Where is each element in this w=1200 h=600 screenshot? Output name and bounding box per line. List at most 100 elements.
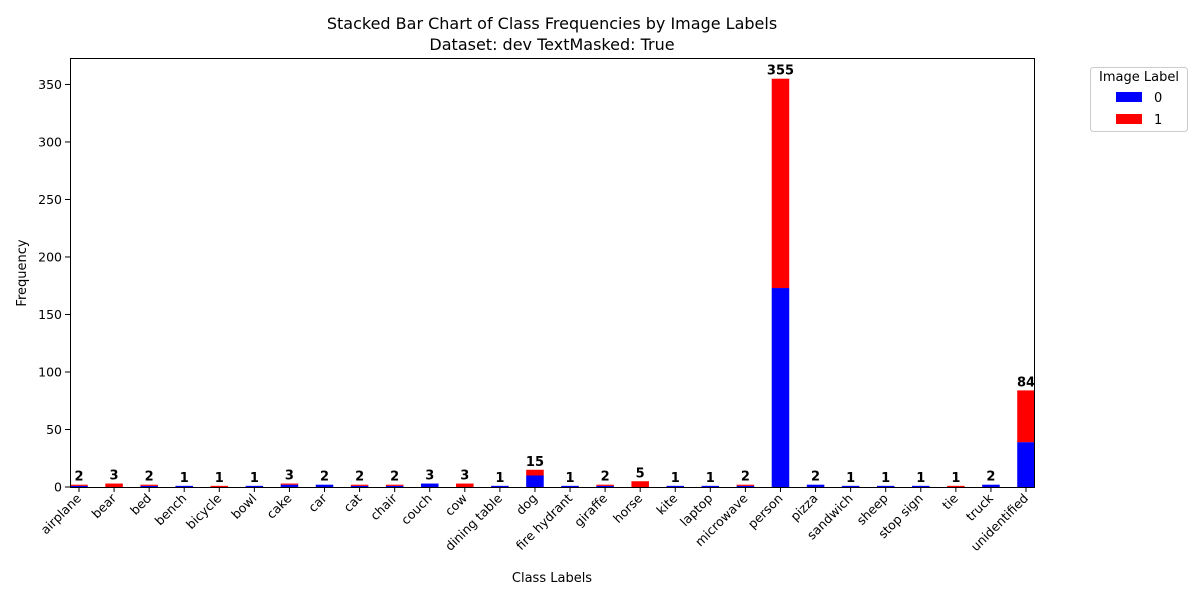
x-tick-label-car: car [305,490,330,515]
bar-cake-series-0 [280,484,299,487]
bar-dog-series-1 [526,469,544,476]
total-label-person: 355 [767,64,794,79]
total-label-bear: 3 [110,469,119,484]
bar-bicycle-series-1 [210,485,229,487]
bar-kite-series-0 [666,485,685,487]
x-tick-label-bear: bear [88,490,119,521]
bar-bed-series-1 [140,484,158,486]
bar-car-series-0 [315,484,334,487]
y-tick-label-200: 200 [38,249,62,264]
legend-title: Image Label [1099,70,1179,85]
bar-giraffe-series-0 [596,485,614,487]
x-tick-label-bed: bed [127,491,154,518]
bar-cat-series-1 [350,484,369,486]
y-tick-label-250: 250 [38,192,62,207]
bar-bench-series-0 [175,485,193,487]
bar-pizza-series-0 [806,484,825,487]
x-tick-label-horse: horse [610,490,646,526]
bar-cake-series-1 [280,483,299,485]
total-label-bowl: 1 [250,471,259,486]
bar-cat-series-0 [350,485,369,487]
bar-airplane-series-1 [70,484,88,486]
total-label-cat: 2 [355,470,364,485]
bar-stop-sign-series-0 [912,485,930,487]
bar-unidentified-series-0 [1017,442,1035,487]
plot-frame [70,58,1035,488]
bar-dog-series-0 [526,475,544,487]
bar-bowl-series-0 [245,485,264,487]
x-tick-label-dog: dog [513,491,540,518]
total-label-car: 2 [320,470,329,485]
total-label-sheep: 1 [881,471,890,486]
bar-chair-series-0 [385,485,404,487]
x-tick-label-cow: cow [442,491,470,519]
total-label-bench: 1 [180,471,189,486]
total-label-laptop: 1 [706,471,715,486]
chart-title: Stacked Bar Chart of Class Frequencies b… [327,14,777,33]
bar-giraffe-series-1 [596,484,614,486]
bar-cow-series-1 [456,483,474,487]
total-label-airplane: 2 [74,470,83,485]
x-tick-label-bicycle: bicycle [183,490,225,532]
bar-microwave-series-1 [736,484,755,486]
legend-swatch-0 [1116,92,1142,102]
x-tick-label-person: person [745,491,786,532]
y-tick-label-150: 150 [38,307,62,322]
bar-horse-series-1 [631,481,649,487]
x-tick-label-chair: chair [367,490,400,523]
x-axis-label: Class Labels [512,571,592,586]
bar-bear-series-1 [105,483,123,487]
y-tick-label-50: 50 [46,422,62,437]
x-tick-label-kite: kite [653,490,680,517]
total-label-dining-table: 1 [495,471,504,486]
y-tick-label-300: 300 [38,134,62,149]
bar-person-series-0 [771,288,790,487]
total-label-pizza: 2 [811,470,820,485]
x-tick-label-giraffe: giraffe [571,490,610,529]
bar-airplane-series-0 [70,485,88,487]
total-label-bicycle: 1 [215,471,224,486]
total-label-cow: 3 [460,469,469,484]
y-tick-label-0: 0 [54,480,62,495]
legend-label-0: 0 [1154,91,1162,106]
total-label-kite: 1 [671,471,680,486]
x-tick-label-airplane: airplane [37,490,84,537]
bar-fire-hydrant-series-0 [561,485,579,487]
x-tick-label-cat: cat [340,490,364,514]
x-tick-label-bowl: bowl [228,491,259,522]
bar-microwave-series-0 [736,485,755,487]
chart-subtitle: Dataset: dev TextMasked: True [429,35,674,54]
total-label-fire-hydrant: 1 [566,471,575,486]
bar-chair-series-1 [385,484,404,486]
bar-person-series-1 [771,78,790,289]
total-label-giraffe: 2 [601,470,610,485]
y-tick-label-100: 100 [38,364,62,379]
total-label-bed: 2 [145,470,154,485]
total-label-tie: 1 [951,471,960,486]
bar-truck-series-0 [982,484,1000,487]
bar-dining-table-series-0 [491,485,509,487]
total-label-cake: 3 [285,469,294,484]
total-label-stop-sign: 1 [916,471,925,486]
bar-couch-series-0 [420,483,439,487]
total-label-horse: 5 [636,466,645,481]
bar-sandwich-series-0 [841,485,860,487]
total-label-microwave: 2 [741,470,750,485]
bar-tie-series-1 [947,485,965,487]
total-label-unidentified: 84 [1017,375,1035,390]
total-label-dog: 15 [526,455,544,470]
bars-layer: 2 3 2 1 1 1 3 2 2 2 3 3 1 15 1 2 5 1 1 2 355 2 1 1 1 1 2 84 [70,64,1035,487]
total-label-couch: 3 [425,469,434,484]
total-label-truck: 2 [986,470,995,485]
total-label-chair: 2 [390,470,399,485]
bar-laptop-series-0 [701,485,720,487]
legend-label-1: 1 [1154,113,1162,128]
x-tick-label-tie: tie [939,490,961,512]
bar-unidentified-series-1 [1017,390,1035,443]
y-tick-label-350: 350 [38,77,62,92]
bar-sheep-series-0 [876,485,895,487]
legend-swatch-1 [1116,114,1142,124]
